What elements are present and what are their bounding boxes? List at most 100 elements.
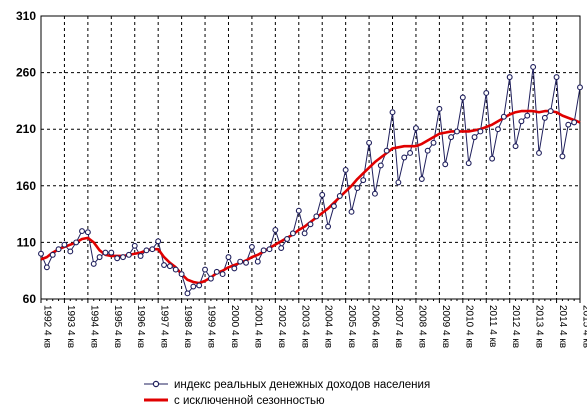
data-point-index xyxy=(541,114,548,121)
data-point-index xyxy=(506,74,513,81)
data-point-index xyxy=(524,112,531,119)
data-point-index xyxy=(184,290,191,297)
x-tick-label: 2000 4 кв xyxy=(229,305,240,348)
data-point-index xyxy=(38,250,44,257)
data-point-index xyxy=(325,223,332,230)
data-point-index xyxy=(366,139,373,146)
data-point-index xyxy=(96,254,103,261)
data-point-index xyxy=(125,251,132,258)
data-point-index xyxy=(166,263,173,270)
x-tick-label: 2002 4 кв xyxy=(276,305,287,348)
y-axis-ticks: 60 110 160 210 260 310 xyxy=(16,9,36,306)
grid xyxy=(41,16,580,299)
data-point-index xyxy=(243,259,250,266)
x-tick-label: 2003 4 кв xyxy=(299,305,310,348)
data-point-index xyxy=(553,74,560,81)
x-tick-label: 2013 4 кв xyxy=(534,305,545,348)
x-tick-label: 1997 4 кв xyxy=(159,305,170,348)
data-point-index xyxy=(237,258,244,265)
data-point-index xyxy=(120,254,126,261)
data-point-index xyxy=(565,121,572,128)
x-tick-label: 2009 4 кв xyxy=(440,305,451,348)
data-point-index xyxy=(225,254,232,261)
x-tick-label: 1993 4 кв xyxy=(65,305,76,348)
data-point-index xyxy=(213,268,220,275)
data-point-index xyxy=(254,258,261,265)
data-point-index xyxy=(260,247,267,254)
data-point-index xyxy=(459,94,466,101)
x-tick-label: 1998 4 кв xyxy=(182,305,193,348)
data-point-index xyxy=(465,160,472,167)
y-tick-label: 310 xyxy=(16,9,36,23)
data-point-index xyxy=(559,153,566,160)
data-point-index xyxy=(178,271,185,278)
data-point-index xyxy=(483,90,490,96)
x-tick-label: 2010 4 кв xyxy=(463,305,474,348)
plot-frame xyxy=(40,15,581,300)
data-point-index xyxy=(202,266,208,273)
data-point-index xyxy=(454,128,460,135)
y-tick-label: 210 xyxy=(16,122,36,136)
x-axis-ticks: 1992 4 кв 1993 4 кв 1994 4 кв 1995 4 кв 1996… xyxy=(42,305,587,348)
x-tick-label: 1994 4 кв xyxy=(88,305,99,348)
data-point-index xyxy=(79,228,85,235)
x-tick-label: 1992 4 кв xyxy=(42,305,53,348)
data-point-index xyxy=(272,226,279,233)
y-tick-label: 60 xyxy=(23,292,37,306)
legend-label-seasonal: с исключенной сезонностью xyxy=(174,395,325,407)
data-point-index xyxy=(190,283,197,290)
data-point-index xyxy=(430,139,437,146)
data-point-index xyxy=(231,265,238,272)
data-point-index xyxy=(49,251,56,258)
data-point-index xyxy=(108,249,115,256)
data-point-index xyxy=(407,150,414,156)
data-point-index xyxy=(301,230,308,237)
data-point-index xyxy=(436,105,443,112)
data-point-index xyxy=(536,150,542,156)
data-point-index xyxy=(477,128,484,135)
data-point-index xyxy=(207,275,214,282)
data-point-index xyxy=(360,177,367,184)
x-tick-label: 2004 4 кв xyxy=(323,305,334,348)
data-point-index xyxy=(219,271,226,278)
data-point-index xyxy=(330,203,337,210)
data-point-index xyxy=(547,108,554,115)
data-point-index xyxy=(442,161,449,168)
data-point-index xyxy=(289,230,296,237)
data-point-index xyxy=(518,118,525,125)
y-tick-label: 110 xyxy=(17,235,37,249)
data-point-index xyxy=(424,147,431,154)
data-point-index xyxy=(354,185,361,192)
data-point-index xyxy=(266,246,273,253)
data-point-index xyxy=(342,167,349,173)
x-tick-label: 1999 4 кв xyxy=(206,305,217,348)
data-point-index xyxy=(512,143,519,150)
data-point-index xyxy=(43,264,50,271)
data-point-index xyxy=(161,262,167,268)
x-tick-label: 2001 4 кв xyxy=(252,305,263,348)
x-tick-label: 2011 4 кв xyxy=(487,305,498,347)
legend: индекс реальных денежных доходов населен… xyxy=(144,379,430,407)
data-point-index xyxy=(418,176,425,182)
data-point-index xyxy=(336,193,343,199)
data-point-index xyxy=(571,119,578,126)
data-point-index xyxy=(371,190,378,197)
data-point-index xyxy=(489,155,496,162)
x-tick-label: 2007 4 кв xyxy=(393,305,404,348)
data-point-index xyxy=(401,154,408,161)
data-point-index xyxy=(131,242,138,249)
x-tick-label: 2008 4 кв xyxy=(416,305,427,348)
data-point-index xyxy=(313,213,320,220)
data-point-index xyxy=(102,249,109,256)
y-tick-label: 260 xyxy=(16,66,36,80)
x-tick-label: 1996 4 кв xyxy=(135,305,146,348)
axes xyxy=(40,15,581,303)
data-point-index xyxy=(284,236,291,242)
data-point-index xyxy=(377,162,384,169)
data-point-index xyxy=(90,260,97,267)
data-point-index xyxy=(413,125,419,132)
data-point-index xyxy=(307,221,314,228)
data-point-index xyxy=(149,246,156,253)
data-point-index xyxy=(55,246,62,253)
